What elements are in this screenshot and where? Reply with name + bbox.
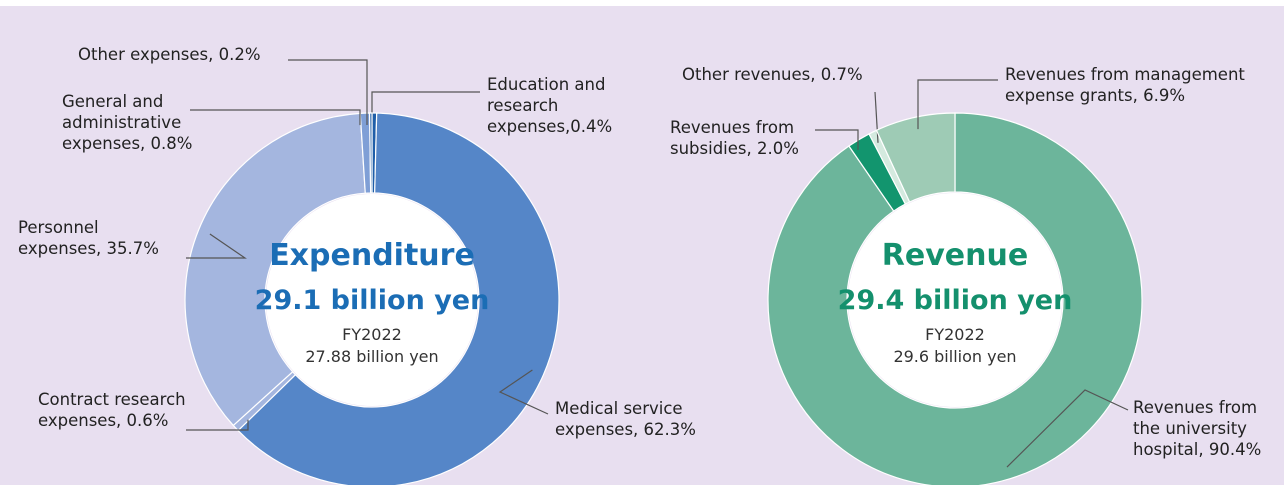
leader-line [186, 233, 247, 259]
center-note: 27.88 billion yen [305, 347, 438, 366]
data-label: Personnel expenses, 35.7% [18, 218, 159, 258]
data-label: Education and research expenses,0.4% [487, 75, 612, 136]
data-label-line: the university [1133, 419, 1247, 438]
leader-line [288, 59, 368, 126]
data-label-line: Personnel [18, 218, 99, 237]
data-label: General and administrative expenses, 0.8% [62, 92, 192, 153]
data-label: Revenues from management expense grants, … [1005, 65, 1245, 105]
data-label-line: Other revenues, 0.7% [682, 65, 863, 84]
leader-line [874, 91, 879, 143]
slice [237, 112, 560, 485]
leader-line [917, 79, 998, 130]
center-title: Revenue [882, 238, 1028, 273]
data-label-line: Revenues from management [1005, 65, 1245, 84]
data-label-line: Revenues from [1133, 398, 1257, 417]
data-label-line: administrative [62, 113, 181, 132]
data-label-line: hospital, 90.4% [1133, 440, 1261, 459]
data-label: Medical service expenses, 62.3% [555, 399, 696, 439]
leader-line [190, 109, 361, 126]
slice [767, 112, 1143, 485]
center-note: 29.6 billion yen [893, 347, 1016, 366]
leader-line [498, 369, 549, 415]
data-label-line: Contract research [38, 390, 186, 409]
slice [875, 112, 956, 203]
data-label-line: Education and [487, 75, 605, 94]
data-label: Revenues from subsidies, 2.0% [670, 118, 799, 158]
data-label-line: Other expenses, 0.2% [78, 45, 261, 64]
leader-line [815, 129, 859, 150]
slice [369, 112, 373, 194]
data-label-line: research [487, 96, 558, 115]
data-label: Other expenses, 0.2% [78, 45, 261, 64]
data-label-line: subsidies, 2.0% [670, 139, 799, 158]
data-label-line: expenses, 62.3% [555, 420, 696, 439]
data-label-line: expense grants, 6.9% [1005, 86, 1185, 105]
data-label-line: Medical service [555, 399, 683, 418]
center-note: FY2022 [925, 325, 985, 344]
center-note: FY2022 [342, 325, 402, 344]
data-label: Contract research expenses, 0.6% [38, 390, 186, 430]
data-label: Other revenues, 0.7% [682, 65, 863, 84]
data-label: Revenues from the university hospital, 90.… [1133, 398, 1261, 459]
data-label-line: General and [62, 92, 163, 111]
donut-hole [266, 194, 478, 406]
center-title: Expenditure [269, 238, 475, 273]
leader-line [1006, 389, 1129, 468]
data-label-line: expenses, 0.8% [62, 134, 192, 153]
data-label-line: Revenues from [670, 118, 794, 137]
center-subtitle: 29.4 billion yen [838, 285, 1073, 316]
donut-hole [848, 193, 1062, 407]
leader-line [186, 419, 249, 431]
data-label-line: expenses, 35.7% [18, 239, 159, 258]
slice [184, 112, 366, 427]
center-subtitle: 29.1 billion yen [255, 285, 490, 316]
data-label-line: expenses,0.4% [487, 117, 612, 136]
data-label-line: expenses, 0.6% [38, 411, 168, 430]
